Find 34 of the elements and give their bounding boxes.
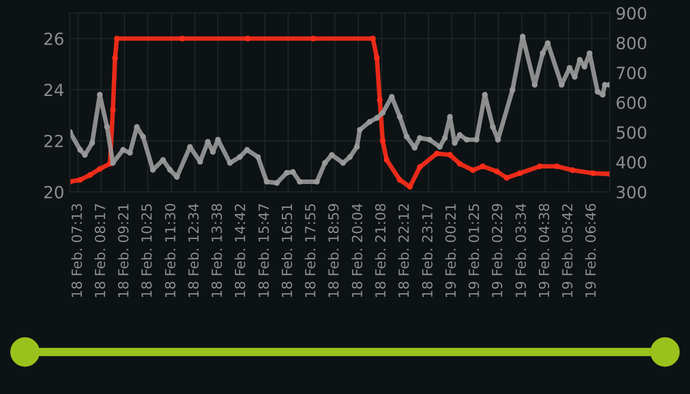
x-tick-label: 18 Feb. 12:34 (188, 204, 199, 297)
y2-tick-label: 600 (616, 96, 646, 110)
y2-tick-label: 900 (616, 6, 646, 20)
x-tick-label: 18 Feb. 22:12 (398, 204, 409, 297)
y-tick-label: 24 (44, 84, 64, 96)
y2-tick-label: 400 (616, 156, 646, 169)
y-tick-label: 20 (44, 186, 64, 198)
y2-tick-label: 800 (616, 36, 646, 50)
x-tick-label: 19 Feb. 04:38 (538, 204, 550, 297)
x-tick-label: 18 Feb. 16:51 (281, 204, 292, 297)
x-tick-label: 19 Feb. 02:29 (492, 204, 502, 297)
y2-tick-label: 700 (616, 66, 646, 80)
x-tick-label: 18 Feb. 15:47 (258, 204, 269, 297)
y-tick-label: 22 (44, 134, 63, 148)
x-tick-label: 18 Feb. 09:21 (118, 204, 129, 297)
x-tick-label: 18 Feb. 13:38 (211, 204, 222, 297)
y-tick-label: 26 (44, 32, 64, 46)
x-tick-label: 18 Feb. 18:59 (328, 204, 339, 297)
x-tick-label: 18 Feb. 07:13 (71, 204, 82, 297)
x-tick-label: 19 Feb. 00:21 (445, 204, 456, 297)
x-tick-label: 19 Feb. 06:46 (585, 204, 596, 297)
y2-tick-label: 500 (616, 126, 646, 139)
x-tick-label: 18 Feb. 20:04 (352, 204, 362, 297)
x-tick-label: 19 Feb. 05:42 (562, 204, 573, 297)
x-tick-label: 18 Feb. 08:17 (94, 204, 106, 297)
x-tick-label: 18 Feb. 17:55 (304, 204, 316, 297)
x-tick-label: 18 Feb. 14:42 (234, 204, 246, 297)
y2-tick-label: 300 (616, 186, 646, 198)
x-tick-label: 19 Feb. 01:25 (468, 204, 480, 297)
x-tick-label: 18 Feb. 10:25 (141, 204, 152, 297)
x-tick-label: 19 Feb. 03:34 (515, 204, 526, 297)
x-tick-label: 18 Feb. 23:17 (422, 204, 433, 297)
x-tick-label: 18 Feb. 21:08 (374, 204, 386, 297)
x-tick-label: 18 Feb. 11:30 (164, 204, 176, 297)
